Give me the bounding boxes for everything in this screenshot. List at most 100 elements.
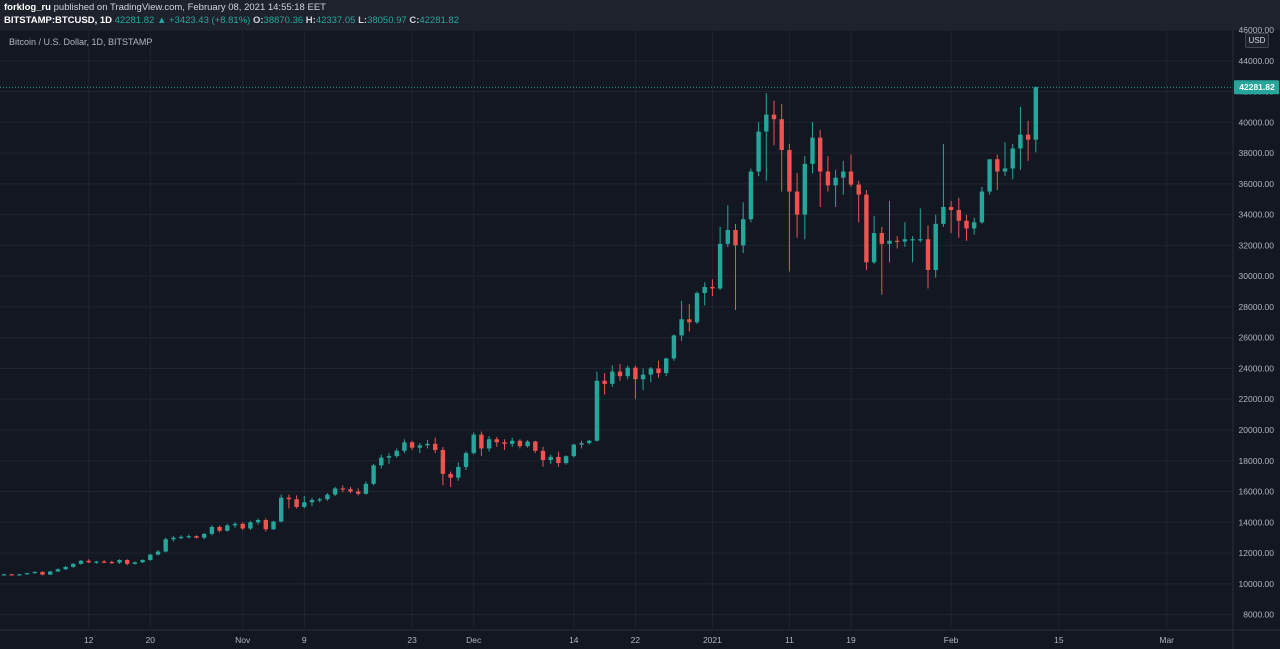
- candle-body: [540, 450, 546, 460]
- candle-body: [294, 499, 299, 507]
- candle: [579, 440, 584, 449]
- candle-body: [818, 137, 823, 172]
- ohlc-legend: BITSTAMP:BTCUSD, 1D 42281.82 ▲ +3423.43 …: [4, 15, 459, 26]
- candle-body: [486, 439, 492, 449]
- candle: [833, 170, 838, 207]
- price-tick-label: 32000.00: [1239, 240, 1275, 250]
- candle-body: [348, 489, 353, 492]
- candle: [995, 154, 1000, 190]
- candle: [664, 357, 669, 377]
- candle-body: [787, 150, 792, 192]
- candle-body: [563, 456, 569, 464]
- candle-body: [1033, 87, 1038, 140]
- candle: [733, 223, 738, 310]
- candle: [394, 448, 399, 458]
- candle: [171, 536, 176, 542]
- candle-body: [771, 114, 777, 120]
- chart-title: Bitcoin / U.S. Dollar, 1D, BITSTAMP: [9, 37, 153, 47]
- candle: [1018, 106, 1023, 170]
- candle-body: [733, 230, 738, 246]
- symbol-label[interactable]: BITSTAMP:BTCUSD, 1D: [4, 15, 113, 26]
- candle-body: [448, 473, 453, 478]
- candle: [741, 202, 746, 254]
- candle: [402, 439, 407, 454]
- price-tick-label: 44000.00: [1239, 56, 1275, 66]
- candle-body: [125, 560, 130, 564]
- candle-body: [856, 184, 861, 195]
- candle-body: [848, 171, 854, 185]
- candle-body: [948, 206, 954, 210]
- candle: [448, 471, 453, 487]
- candle: [563, 455, 569, 465]
- candle-body: [710, 286, 715, 289]
- candle: [556, 451, 561, 467]
- currency-button[interactable]: USD: [1245, 33, 1269, 48]
- candle-body: [101, 561, 107, 563]
- author-name[interactable]: forklog_ru: [4, 2, 51, 13]
- candle: [802, 156, 807, 240]
- candle-body: [194, 536, 199, 538]
- candle: [633, 365, 638, 400]
- candle: [32, 571, 37, 574]
- candle: [987, 159, 992, 195]
- time-tick-label: 11: [785, 635, 794, 645]
- candle-body: [456, 466, 461, 478]
- candle-body: [864, 194, 869, 263]
- candle-body: [610, 371, 615, 384]
- header-bar: forklog_ru published on TradingView.com,…: [0, 0, 1280, 30]
- candle-body: [132, 562, 138, 564]
- candle: [1002, 142, 1008, 177]
- candle: [717, 226, 723, 290]
- candle-body: [741, 219, 746, 246]
- candle: [602, 373, 607, 395]
- candle: [825, 156, 831, 192]
- candle: [148, 553, 153, 561]
- candle-body: [109, 562, 114, 564]
- last-price-marker: 42281.82: [0, 80, 1279, 95]
- candle-body: [525, 441, 530, 447]
- candle-body: [679, 319, 684, 336]
- candle: [94, 560, 99, 564]
- time-axis[interactable]: 12 20 Nov 9 23 Dec 14 22 2021 11 19 Feb 15 Mar: [84, 635, 1174, 645]
- last-price-tag-text: 42281.82: [1239, 82, 1275, 92]
- candle-body: [633, 367, 638, 380]
- candle-body: [186, 536, 191, 538]
- candle: [756, 122, 761, 177]
- price-axis[interactable]: 8000.00 10000.00 12000.00 14000.00 16000.00 1…: [1239, 25, 1275, 620]
- candle: [818, 130, 823, 207]
- candle: [887, 200, 892, 263]
- candle-body: [556, 456, 561, 464]
- candle-body: [209, 526, 215, 534]
- candle-body: [871, 233, 877, 263]
- candle: [109, 560, 114, 564]
- candle-body: [40, 571, 45, 575]
- candle-body: [502, 442, 507, 444]
- candle-body: [879, 233, 884, 244]
- candle: [502, 439, 507, 450]
- time-tick-label: Dec: [466, 635, 482, 645]
- candle-body: [340, 488, 345, 490]
- candle: [1, 573, 7, 576]
- candle-body: [517, 440, 523, 447]
- candle: [856, 180, 861, 223]
- candle-body: [140, 560, 145, 563]
- candle-body: [394, 450, 399, 457]
- candle: [948, 200, 954, 234]
- candle-body: [1025, 134, 1031, 140]
- candle: [640, 368, 646, 390]
- candle-body: [232, 523, 238, 526]
- price-tick-label: 38000.00: [1239, 148, 1275, 158]
- candle-body: [979, 191, 985, 223]
- candle-body: [1002, 168, 1008, 172]
- candle-body: [617, 371, 623, 377]
- candle-body: [656, 368, 661, 374]
- candle: [425, 440, 430, 449]
- candle-body: [171, 537, 176, 540]
- candle-body: [933, 223, 938, 270]
- candle-body: [440, 450, 446, 474]
- candle: [332, 486, 338, 497]
- candle: [810, 122, 815, 174]
- candles: [1, 86, 1038, 576]
- candle: [325, 493, 330, 501]
